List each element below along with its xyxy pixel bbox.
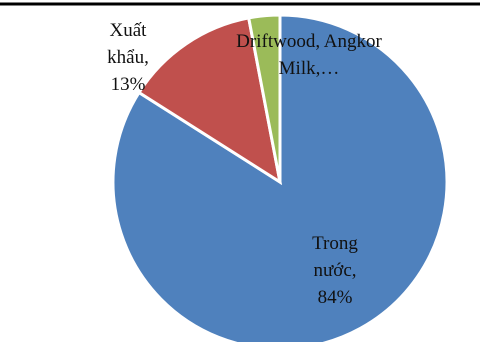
labels: Trong nước, 84% Xuất khẩu, 13% Driftwood, An… [93, 17, 385, 311]
value-label: 84% [317, 287, 353, 308]
value-label: 13% [110, 74, 146, 95]
data-label-text: Trong nước, 84% [290, 230, 380, 311]
pie [111, 13, 449, 342]
pie-slice [111, 13, 449, 342]
pie-slice [136, 16, 283, 186]
data-label-text: Driftwood, Angkor Milk,… [233, 28, 385, 82]
category-label: Trong nước, [312, 233, 358, 281]
pie-slice [246, 13, 282, 183]
category-label: Driftwood, Angkor Milk,… [236, 31, 382, 79]
category-label: Xuất khẩu, [107, 20, 149, 68]
data-label-text: Xuất khẩu, 13% [93, 17, 163, 98]
data-label: Driftwood, Angkor Milk,… [233, 28, 385, 82]
data-label: Xuất khẩu, 13% [93, 17, 163, 98]
data-label: Trong nước, 84% [290, 230, 380, 311]
